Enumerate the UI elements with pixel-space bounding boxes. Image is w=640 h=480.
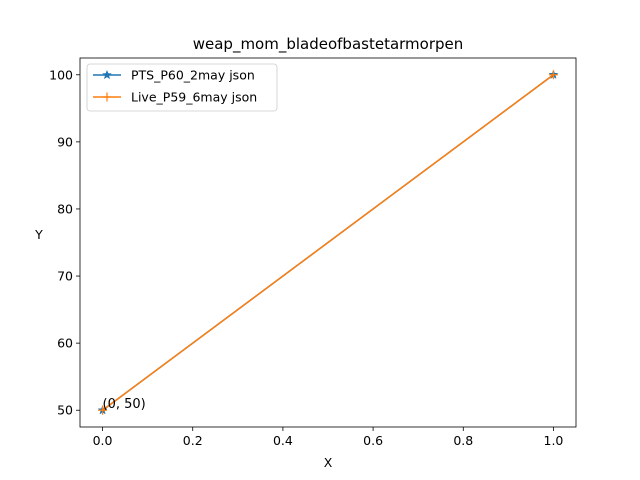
x-tick-label: 0.4 <box>273 433 293 448</box>
y-axis-ticks: 50 60 70 80 90 100 <box>49 67 80 418</box>
y-tick-label: 60 <box>57 336 73 351</box>
series-layer <box>97 69 559 415</box>
x-tick-label: 0.2 <box>183 433 203 448</box>
legend-marker <box>102 92 112 102</box>
x-axis-ticks: 0.0 0.2 0.4 0.6 0.8 1.0 <box>93 427 564 448</box>
x-axis-label: X <box>324 455 333 470</box>
series-2-point <box>548 70 558 80</box>
y-tick-label: 90 <box>57 134 73 149</box>
series-2-point <box>98 405 108 415</box>
x-tick-label: 0.6 <box>363 433 383 448</box>
legend-marker <box>102 69 112 80</box>
x-tick-label: 1.0 <box>544 433 564 448</box>
plot-frame <box>79 57 577 428</box>
annotation-layer: (0, 50) <box>103 397 146 412</box>
legend: PTS_P60_2may json Live_P59_6may json <box>86 63 278 112</box>
legend-box <box>86 63 278 112</box>
x-tick-label: 0.0 <box>93 433 113 448</box>
series-line-2 <box>102 74 554 411</box>
x-tick-label: 0.8 <box>453 433 473 448</box>
y-tick-label: 80 <box>57 201 73 216</box>
point-annotation: (0, 50) <box>103 397 146 412</box>
y-tick-label: 50 <box>57 403 73 418</box>
legend-label: Live_P59_6may json <box>131 90 257 105</box>
y-tick-label: 70 <box>57 269 73 284</box>
chart-title: weap_mom_bladeofbastetarmorpen <box>193 35 464 54</box>
y-axis-label: Y <box>34 227 43 242</box>
legend-label: PTS_P60_2may json <box>131 68 255 83</box>
y-tick-label: 100 <box>49 67 73 82</box>
